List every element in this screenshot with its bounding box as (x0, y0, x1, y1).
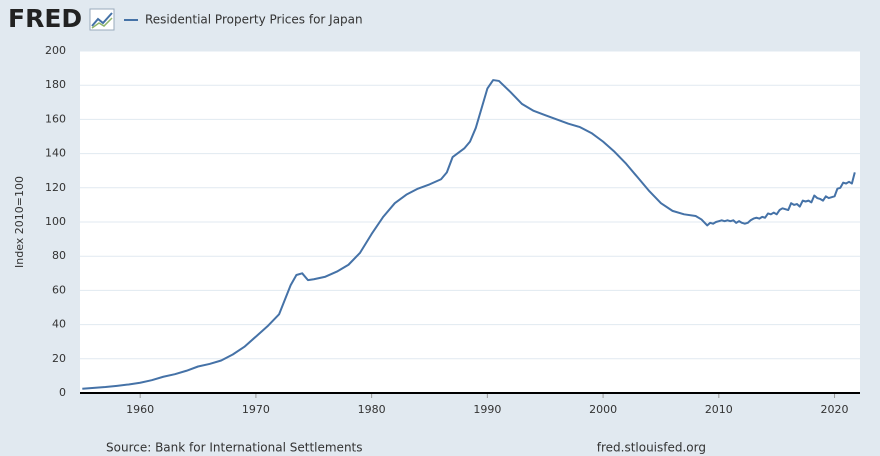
x-tick-label: 1990 (473, 403, 501, 416)
y-tick-label: 200 (45, 44, 66, 57)
x-tick-label: 2010 (705, 403, 733, 416)
y-tick-label: 60 (52, 283, 66, 296)
y-tick-label: 180 (45, 78, 66, 91)
y-tick-label: 100 (45, 215, 66, 228)
logo-icon (89, 8, 115, 31)
y-tick-label: 0 (59, 386, 66, 399)
x-tick-label: 1970 (242, 403, 270, 416)
y-tick-label: 140 (45, 147, 66, 160)
website: fred.stlouisfed.org (597, 441, 706, 455)
y-axis-label: Index 2010=100 (13, 176, 26, 268)
y-tick-label: 80 (52, 249, 66, 262)
source: Source: Bank for International Settlemen… (106, 441, 363, 455)
x-tick-label: 1960 (126, 403, 154, 416)
series-line (82, 79, 856, 390)
legend-label: Residential Property Prices for Japan (145, 13, 363, 27)
y-tick-label: 160 (45, 112, 66, 125)
x-tick-label: 2000 (589, 403, 617, 416)
y-tick-label: 20 (52, 352, 66, 365)
x-tick-label: 2020 (821, 403, 849, 416)
logo: FRED (8, 4, 82, 33)
y-tick-label: 120 (45, 181, 66, 194)
y-tick-label: 40 (52, 318, 66, 331)
x-tick-label: 1980 (358, 403, 386, 416)
